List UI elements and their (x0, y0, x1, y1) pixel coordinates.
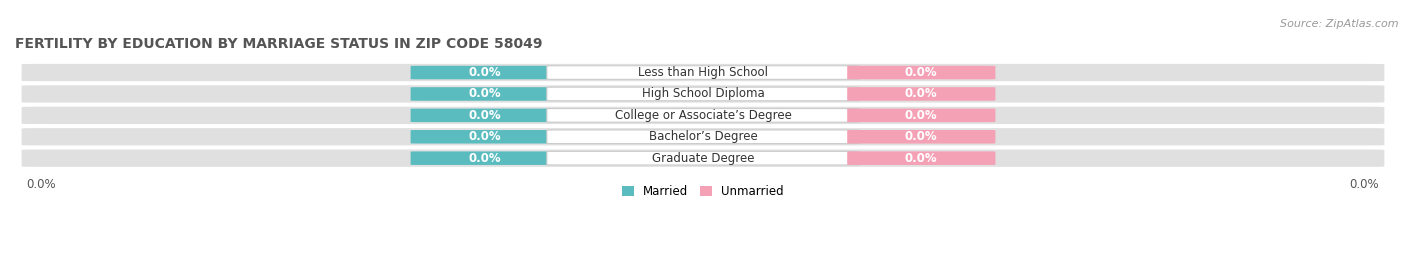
Text: Graduate Degree: Graduate Degree (652, 152, 754, 165)
Text: 0.0%: 0.0% (905, 152, 938, 165)
FancyBboxPatch shape (547, 151, 859, 165)
FancyBboxPatch shape (21, 64, 1385, 81)
FancyBboxPatch shape (547, 87, 859, 101)
Text: 0.0%: 0.0% (905, 109, 938, 122)
Text: 0.0%: 0.0% (905, 66, 938, 79)
Text: Bachelor’s Degree: Bachelor’s Degree (648, 130, 758, 143)
Text: 0.0%: 0.0% (905, 87, 938, 100)
FancyBboxPatch shape (21, 85, 1385, 103)
FancyBboxPatch shape (411, 151, 558, 165)
Text: 0.0%: 0.0% (468, 87, 501, 100)
FancyBboxPatch shape (848, 66, 995, 79)
FancyBboxPatch shape (547, 109, 859, 122)
FancyBboxPatch shape (848, 130, 995, 144)
Text: College or Associate’s Degree: College or Associate’s Degree (614, 109, 792, 122)
Legend: Married, Unmarried: Married, Unmarried (617, 180, 789, 203)
Text: FERTILITY BY EDUCATION BY MARRIAGE STATUS IN ZIP CODE 58049: FERTILITY BY EDUCATION BY MARRIAGE STATU… (15, 37, 543, 51)
FancyBboxPatch shape (848, 151, 995, 165)
FancyBboxPatch shape (411, 130, 558, 144)
FancyBboxPatch shape (21, 107, 1385, 124)
FancyBboxPatch shape (848, 109, 995, 122)
FancyBboxPatch shape (411, 109, 558, 122)
Text: 0.0%: 0.0% (468, 109, 501, 122)
Text: Source: ZipAtlas.com: Source: ZipAtlas.com (1281, 19, 1399, 29)
Text: 0.0%: 0.0% (905, 130, 938, 143)
FancyBboxPatch shape (547, 130, 859, 144)
Text: High School Diploma: High School Diploma (641, 87, 765, 100)
FancyBboxPatch shape (21, 128, 1385, 146)
Text: 0.0%: 0.0% (468, 66, 501, 79)
FancyBboxPatch shape (21, 150, 1385, 167)
Text: 0.0%: 0.0% (468, 152, 501, 165)
FancyBboxPatch shape (547, 66, 859, 79)
Text: 0.0%: 0.0% (468, 130, 501, 143)
Text: Less than High School: Less than High School (638, 66, 768, 79)
FancyBboxPatch shape (411, 87, 558, 101)
FancyBboxPatch shape (411, 66, 558, 79)
FancyBboxPatch shape (848, 87, 995, 101)
